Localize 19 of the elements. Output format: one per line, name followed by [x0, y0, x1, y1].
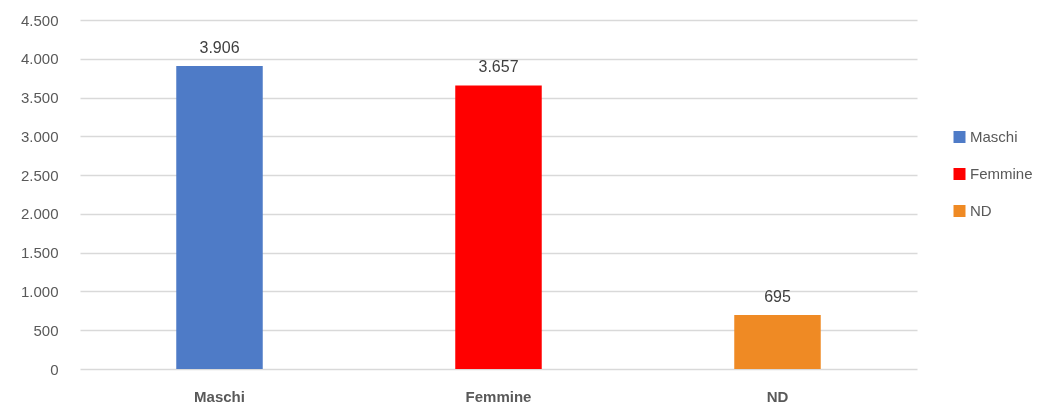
y-tick-label: 2.500: [20, 166, 59, 184]
data-label: 695: [764, 288, 791, 306]
y-tick-label: 4.500: [20, 11, 59, 29]
legend-label: Femmine: [970, 165, 1033, 182]
legend-label: ND: [970, 202, 992, 219]
y-tick-label: 0: [50, 360, 59, 378]
y-tick-label: 500: [33, 321, 59, 339]
data-label: 3.657: [478, 58, 519, 76]
y-tick-label: 3.500: [20, 89, 59, 107]
legend-label: Maschi: [970, 128, 1018, 145]
y-tick-label: 4.000: [20, 50, 59, 68]
y-tick-label: 1.500: [20, 244, 59, 262]
data-label: 3.906: [199, 39, 240, 57]
x-tick-label: Maschi: [194, 387, 245, 405]
x-tick-label: ND: [766, 387, 789, 405]
y-tick-label: 1.000: [20, 282, 59, 300]
y-tick-label: 3.000: [20, 127, 59, 145]
y-tick-label: 2.000: [20, 205, 59, 223]
x-tick-label: Femmine: [465, 387, 532, 405]
